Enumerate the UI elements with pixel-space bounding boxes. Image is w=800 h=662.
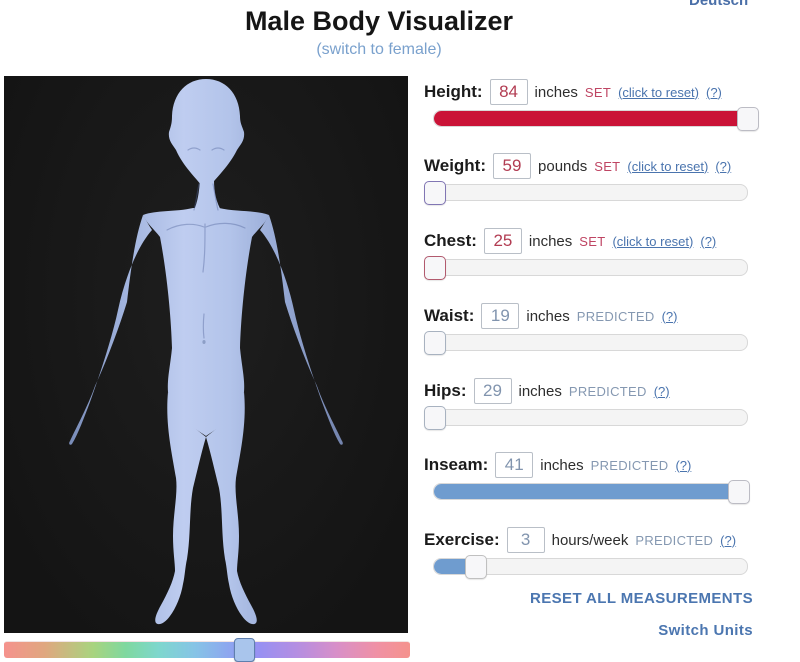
height-slider[interactable] <box>433 107 759 131</box>
weight-unit: pounds <box>538 157 588 175</box>
inseam-slider-thumb[interactable] <box>727 480 750 504</box>
height-label: Height: <box>424 82 483 101</box>
height-help-link[interactable]: (?) <box>706 84 722 100</box>
waist-help-link[interactable]: (?) <box>661 308 678 324</box>
exercise-unit: hours/week <box>551 531 629 549</box>
height-unit: inches <box>534 83 578 101</box>
waist-row: Waist: inches PREDICTED (?) <box>424 302 756 366</box>
weight-reset-link[interactable]: (click to reset) <box>627 158 709 174</box>
exercise-slider-thumb[interactable] <box>464 555 487 579</box>
switch-units-link[interactable]: Switch Units <box>658 622 753 639</box>
exercise-input[interactable] <box>506 527 545 553</box>
inseam-help-link[interactable]: (?) <box>675 457 692 473</box>
hips-help-link[interactable]: (?) <box>653 383 670 399</box>
height-row: Height: inches SET (click to reset) (?) <box>424 78 759 142</box>
reset-all-link[interactable]: RESET ALL MEASUREMENTS <box>530 590 753 607</box>
inseam-label: Inseam: <box>424 455 489 474</box>
weight-row: Weight: pounds SET (click to reset) (?) <box>424 152 756 216</box>
waist-slider[interactable] <box>424 331 748 355</box>
hips-unit: inches <box>518 382 562 400</box>
chest-label: Chest: <box>424 231 477 250</box>
hips-label: Hips: <box>424 381 467 400</box>
weight-help-link[interactable]: (?) <box>715 158 732 174</box>
height-status: SET <box>584 84 612 100</box>
height-slider-fill <box>434 111 747 126</box>
exercise-status: PREDICTED <box>635 532 714 548</box>
switch-gender-link[interactable]: (switch to female) <box>316 41 442 58</box>
height-slider-thumb[interactable] <box>737 107 759 131</box>
hips-input[interactable] <box>473 378 512 404</box>
inseam-input[interactable] <box>495 452 534 478</box>
height-input[interactable] <box>489 79 528 105</box>
waist-label: Waist: <box>424 306 475 325</box>
weight-label: Weight: <box>424 156 487 175</box>
inseam-slider-fill <box>434 484 740 499</box>
chest-slider[interactable] <box>424 256 748 280</box>
waist-unit: inches <box>526 307 570 325</box>
chest-input[interactable] <box>483 228 522 254</box>
chest-row: Chest: inches SET (click to reset) (?) <box>424 227 756 291</box>
rotation-slider[interactable] <box>4 638 410 662</box>
chest-status: SET <box>579 233 606 249</box>
inseam-status: PREDICTED <box>590 457 669 473</box>
inseam-row: Inseam: inches PREDICTED (?) <box>424 451 756 515</box>
page-title: Male Body Visualizer <box>244 6 514 36</box>
waist-input[interactable] <box>481 303 520 329</box>
chest-unit: inches <box>528 232 573 250</box>
exercise-slider[interactable] <box>433 555 748 579</box>
chest-reset-link[interactable]: (click to reset) <box>612 233 694 249</box>
hips-status: PREDICTED <box>568 383 647 399</box>
waist-slider-thumb[interactable] <box>424 331 446 355</box>
chest-help-link[interactable]: (?) <box>700 233 717 249</box>
rotation-slider-thumb[interactable] <box>234 638 256 662</box>
hips-slider-thumb[interactable] <box>424 406 446 430</box>
model-viewport[interactable] <box>4 76 408 633</box>
hips-slider[interactable] <box>424 406 748 430</box>
language-link[interactable]: Deutsch <box>689 0 749 9</box>
exercise-label: Exercise: <box>424 530 500 549</box>
inseam-unit: inches <box>540 456 584 474</box>
weight-slider[interactable] <box>424 181 748 205</box>
exercise-help-link[interactable]: (?) <box>720 532 737 548</box>
chest-slider-thumb[interactable] <box>424 256 446 280</box>
inseam-slider[interactable] <box>433 480 750 504</box>
weight-slider-thumb[interactable] <box>424 181 446 205</box>
exercise-row: Exercise: hours/week PREDICTED (?) <box>424 526 756 590</box>
weight-status: SET <box>594 158 621 174</box>
hips-row: Hips: inches PREDICTED (?) <box>424 377 756 441</box>
weight-input[interactable] <box>493 153 532 179</box>
height-reset-link[interactable]: (click to reset) <box>618 84 699 100</box>
waist-status: PREDICTED <box>576 308 655 324</box>
body-model <box>69 79 343 625</box>
